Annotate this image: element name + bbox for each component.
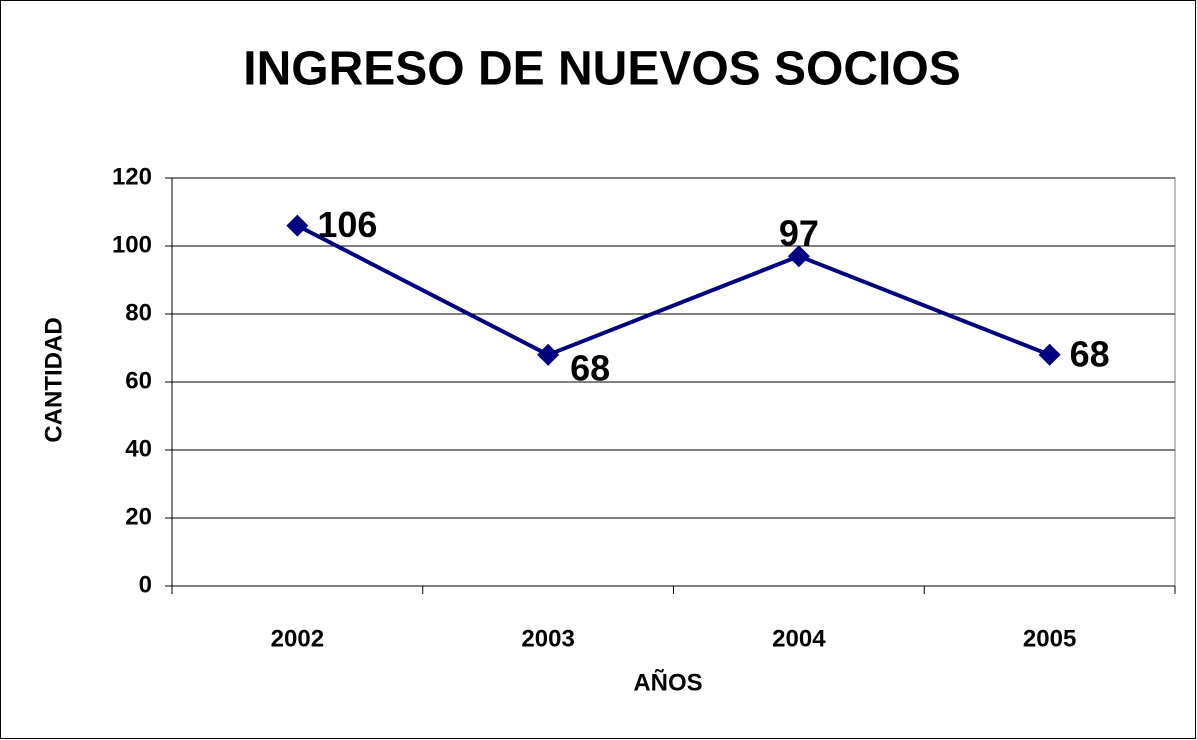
x-tick-label: 2002 [271, 625, 324, 652]
y-tick-label: 40 [125, 435, 152, 462]
y-tick-label: 60 [125, 367, 152, 394]
chart-title: INGRESO DE NUEVOS SOCIOS [243, 43, 960, 96]
y-axis-label: CANTIDAD [40, 317, 67, 442]
marker [286, 214, 309, 237]
data-label: 97 [779, 213, 819, 254]
y-tick-label: 0 [139, 571, 152, 598]
marker [537, 343, 560, 366]
x-tick-label: 2004 [772, 625, 826, 652]
x-tick-label: 2003 [521, 625, 574, 652]
marker [787, 245, 810, 268]
x-axis-label: AÑOS [633, 668, 702, 696]
data-label: 68 [570, 347, 610, 388]
y-tick-label: 80 [125, 299, 152, 326]
data-label: 106 [317, 204, 377, 245]
line [296, 223, 1051, 357]
y-tick-label: 120 [112, 163, 152, 190]
data-label: 68 [1070, 333, 1110, 374]
marker [1038, 343, 1061, 366]
y-tick-label: 100 [112, 231, 152, 258]
y-tick-label: 20 [125, 503, 152, 530]
x-tick-label: 2005 [1023, 625, 1076, 652]
